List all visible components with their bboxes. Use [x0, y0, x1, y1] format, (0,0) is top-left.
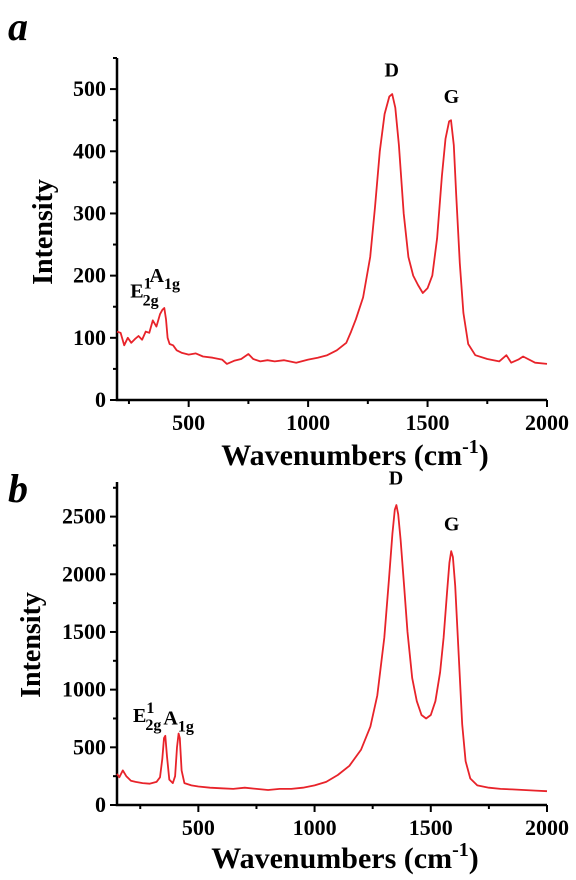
x-tick-label-b: 2000: [525, 815, 569, 840]
y-tick-label-a: 200: [73, 263, 106, 288]
x-tick-label-a: 1000: [286, 410, 330, 435]
y-axis-label-b: Intensity: [16, 592, 47, 698]
plot-area-b: 0 500 1000 1500 2000 2500 500 1000 1500 2000 E1 2g A…: [62, 467, 569, 840]
x-tick-label-b: 500: [182, 815, 215, 840]
panel-a: a Intensity Wavenumbers (cm-1) 0 100 200 30…: [8, 4, 569, 472]
peak-label-e-b: E1 2g: [133, 700, 161, 734]
peak-label-g-b: G: [444, 513, 460, 535]
x-tick-label-a: 2000: [525, 410, 569, 435]
peak-label-g-a: G: [444, 86, 460, 108]
peak-label-a-b: A1g: [163, 707, 193, 735]
x-axis-label-unit-a: (cm: [414, 439, 462, 472]
peak-label-e-a: E1 2g: [130, 275, 158, 309]
x-axis-label-main-b: Wavenumbers: [211, 842, 396, 875]
y-tick-label-a: 400: [73, 138, 106, 163]
panel-label-a: a: [8, 4, 28, 49]
x-tick-label-b: 1500: [409, 815, 453, 840]
x-tick-label-a: 500: [172, 410, 205, 435]
x-tick-label-b: 1000: [293, 815, 337, 840]
y-tick-label-a: 100: [73, 325, 106, 350]
x-axis-label-end-b: ): [469, 842, 479, 875]
y-tick-label-a: 500: [73, 76, 106, 101]
x-axis-label-unit-b: (cm: [404, 842, 452, 875]
y-axis-label-a: Intensity: [28, 179, 59, 285]
y-tick-label-b: 2500: [62, 504, 106, 529]
x-axis-label-a: Wavenumbers (cm-1): [221, 436, 488, 472]
y-tick-label-b: 2000: [62, 561, 106, 586]
x-axis-label-exp-b: -1: [452, 839, 469, 861]
x-axis-label-main-a: Wavenumbers: [221, 439, 406, 472]
spectrum-line-a: [116, 93, 548, 365]
peak-label-d-a: D: [384, 60, 398, 82]
x-axis-label-exp-a: -1: [462, 436, 479, 458]
x-axis-label-end-a: ): [479, 439, 489, 472]
y-tick-label-b: 500: [73, 734, 106, 759]
y-tick-label-b: 1500: [62, 619, 106, 644]
peak-label-d-b: D: [389, 467, 403, 489]
y-tick-label-a: 300: [73, 200, 106, 225]
y-tick-label-b: 0: [95, 792, 106, 817]
spectrum-line-b: [116, 504, 548, 793]
y-tick-label-b: 1000: [62, 677, 106, 702]
axes-a: [115, 58, 547, 402]
panel-label-b: b: [8, 466, 28, 511]
x-axis-label-b: Wavenumbers (cm-1): [211, 839, 478, 875]
panel-b: b Intensity Wavenumbers (cm-1) 0 500 1000 1…: [8, 466, 569, 875]
peak-label-a-a: A1g: [150, 265, 180, 293]
y-tick-label-a: 0: [95, 387, 106, 412]
x-tick-label-a: 1500: [406, 410, 450, 435]
